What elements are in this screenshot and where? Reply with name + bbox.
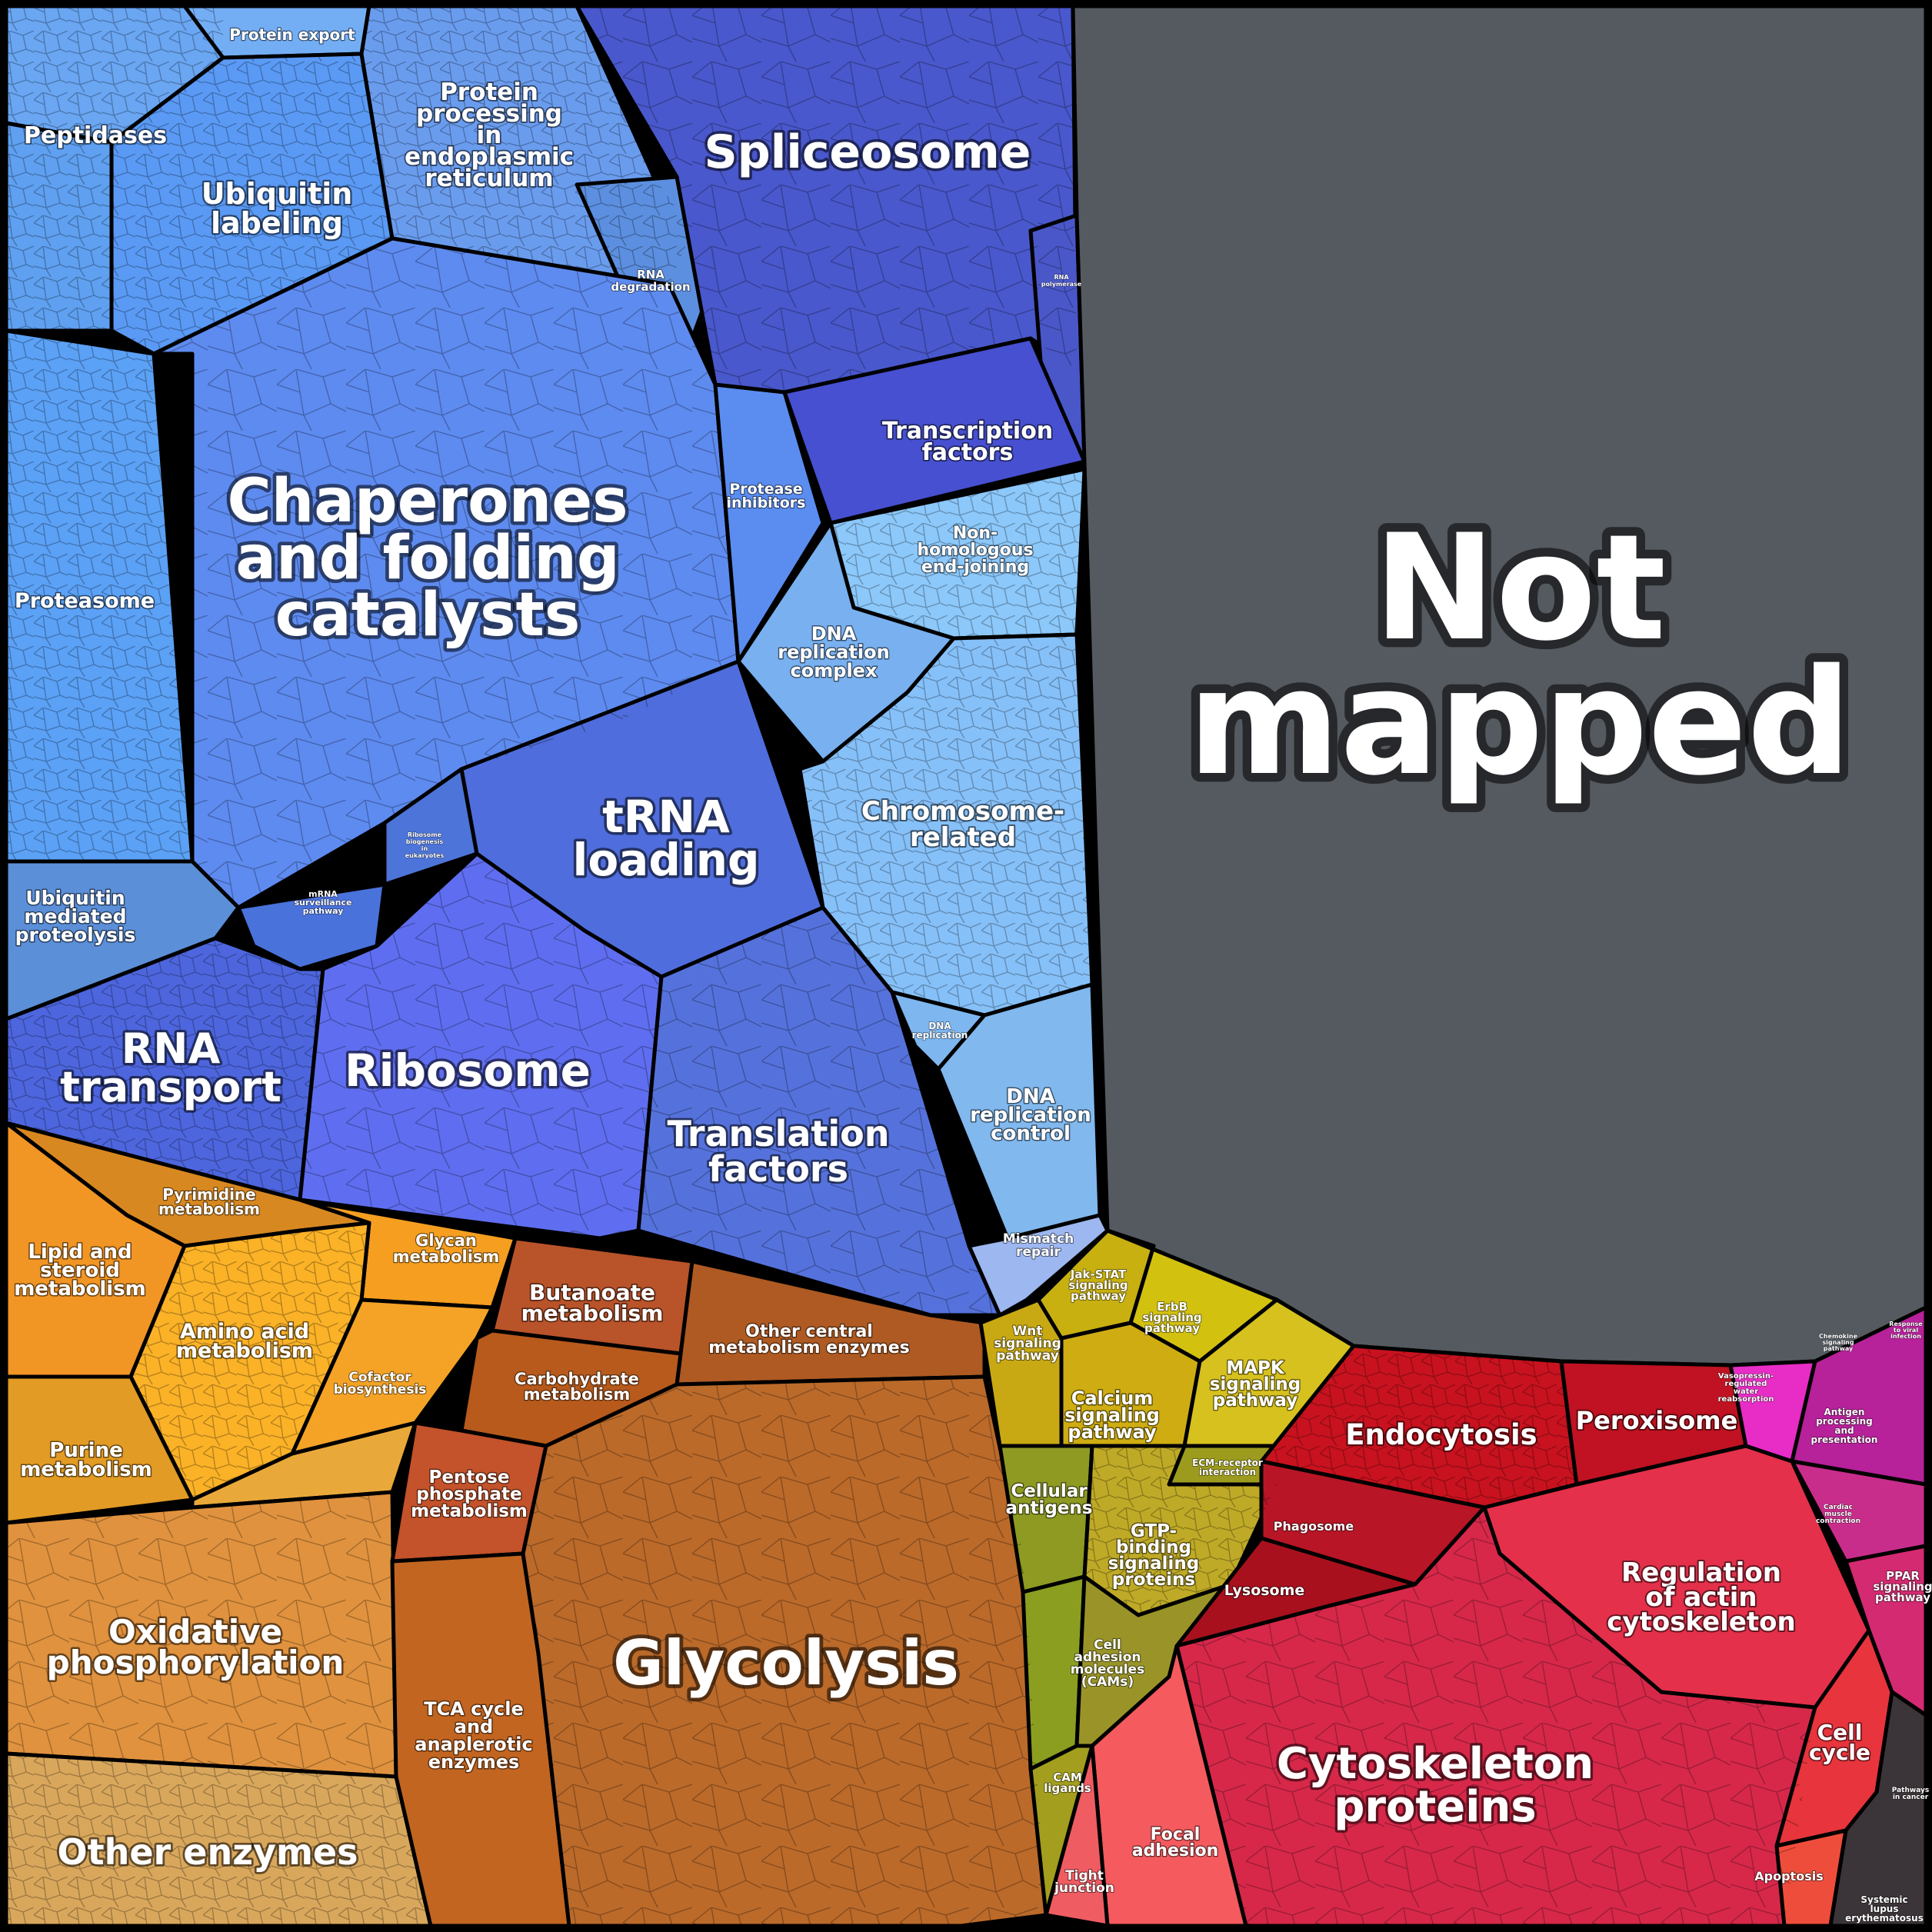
label-wnt: Wnt signaling pathway — [994, 1324, 1061, 1364]
label-lipid-steroid: Lipid and steroid metabolism — [14, 1241, 146, 1301]
label-chaperones: Chaperones and folding catalysts — [227, 467, 628, 650]
label-phagosome: Phagosome — [1274, 1519, 1354, 1534]
label-focal-adhesion: Focal adhesion — [1132, 1825, 1219, 1860]
label-trna-loading: tRNA loading — [572, 791, 759, 886]
cell-tight-junction — [1044, 1744, 1110, 1928]
label-ubiquitin-labeling: Ubiquitin labeling — [202, 177, 353, 240]
label-endocytosis: Endocytosis — [1345, 1418, 1537, 1451]
label-glycolysis: Glycolysis — [613, 1627, 959, 1699]
label-protease-inhibitors: Protease inhibitors — [726, 481, 805, 511]
label-ribosome: Ribosome — [345, 1044, 591, 1097]
label-translation-factors: Translation factors — [667, 1113, 889, 1190]
label-dna-replication-control: DNA replication control — [970, 1085, 1091, 1145]
label-spliceosome: Spliceosome — [705, 125, 1031, 179]
cell-mrna-surveillance — [236, 882, 387, 971]
label-tca: TCA cycle and anaplerotic enzymes — [415, 1698, 532, 1773]
label-ppar: PPAR signaling pathway — [1873, 1569, 1932, 1604]
label-cofactor: Cofactor biosynthesis — [334, 1370, 427, 1397]
label-chromosome-related: Chromosome-related — [861, 796, 1064, 853]
label-vasopressin: Vasopressin-regulated water reabsorption — [1718, 1372, 1774, 1404]
label-rna-degradation: RNA degradation — [611, 268, 690, 294]
label-peptidases: Peptidases — [24, 122, 167, 149]
label-pyrimidine: Pyrimidine metabolism — [158, 1185, 260, 1218]
label-glycan: Glycan metabolism — [393, 1231, 500, 1266]
label-cellular-antigens: Cellular antigens — [1006, 1481, 1093, 1518]
label-cams: Cell adhesion molecules (CAMs) — [1071, 1637, 1144, 1690]
label-pathways-cancer: Pathways in cancer — [1892, 1787, 1929, 1801]
label-chemokine: Chemokine signaling pathway — [1819, 1333, 1858, 1352]
label-ubiquitin-mediated: Ubiquitin mediated proteolysis — [15, 887, 136, 946]
label-rna-polymerase: RNA polymerase — [1041, 274, 1082, 288]
label-dna-replication: DNA replication — [912, 1021, 968, 1041]
label-mismatch-repair: Mismatch repair — [1003, 1231, 1074, 1260]
label-amino-acid: Amino acid metabolism — [176, 1320, 313, 1363]
voronoi-mesh-fine — [6, 6, 1577, 1926]
label-protein-export: Protein export — [229, 25, 355, 44]
label-mrna-surveillance: mRNA surveillance pathway — [295, 889, 352, 916]
label-carbohydrate: Carbohydrate metabolism — [515, 1370, 639, 1404]
label-ribosome-biogenesis: Ribosome biogenesis in eukaryotes — [405, 831, 445, 859]
label-regulation-actin: Regulation of actin cytoskeleton — [1607, 1557, 1795, 1637]
label-calcium: Calcium signaling pathway — [1064, 1387, 1160, 1443]
label-response-viral: Response to viral infection — [1889, 1321, 1923, 1340]
label-butanoate: Butanoate metabolism — [521, 1280, 664, 1326]
cell-dna-replication-control — [936, 982, 1102, 1241]
label-peroxisome: Peroxisome — [1576, 1406, 1738, 1435]
labels: Protein export Peptidases Ubiquitin labelin… — [13, 25, 1932, 1924]
label-tight-junction: Tight junction — [1054, 1868, 1114, 1896]
label-protein-processing-er: Protein processing in endoplasmic reticulum — [405, 78, 574, 192]
voronoi-mesh — [6, 6, 1815, 1926]
label-proteasome: Proteasome — [15, 589, 155, 613]
label-apoptosis: Apoptosis — [1754, 1869, 1823, 1884]
label-antigen-processing: Antigen processing and presentation — [1811, 1407, 1878, 1445]
label-cam-ligands: CAM ligands — [1044, 1770, 1091, 1795]
label-lysosome: Lysosome — [1224, 1582, 1305, 1599]
label-cardiac-muscle: Cardiac muscle contraction — [1816, 1504, 1860, 1525]
label-transcription-factors: Transcription factors — [882, 418, 1053, 466]
label-other-central: Other central metabolism enzymes — [708, 1322, 910, 1357]
label-non-homologous: Non-homologous end-joining — [917, 524, 1033, 577]
label-mapk: MAPK signaling pathway — [1210, 1358, 1301, 1411]
label-ecm-receptor: ECM-receptor interaction — [1192, 1457, 1263, 1477]
label-erbb: ErbB signaling pathway — [1142, 1300, 1201, 1335]
label-jak-stat: Jak-STAT signaling pathway — [1068, 1267, 1128, 1303]
label-dna-replication-complex: DNA replication complex — [778, 623, 889, 681]
label-purine: Purine metabolism — [20, 1439, 152, 1481]
label-cytoskeleton: Cytoskeleton proteins — [1277, 1739, 1594, 1832]
label-oxidative: Oxidative phosphorylation — [47, 1613, 345, 1681]
label-gtp-binding: GTP-binding signaling proteins — [1108, 1521, 1200, 1590]
label-not-mapped: Not mapped — [1188, 503, 1851, 808]
label-rna-transport: RNA transport — [60, 1024, 281, 1111]
label-pentose: Pentose phosphate metabolism — [411, 1467, 528, 1521]
label-cell-cycle: Cell cycle — [1809, 1720, 1870, 1765]
label-other-enzymes: Other enzymes — [58, 1831, 358, 1873]
label-sle: Systemic lupus erythematosus — [1845, 1894, 1924, 1924]
